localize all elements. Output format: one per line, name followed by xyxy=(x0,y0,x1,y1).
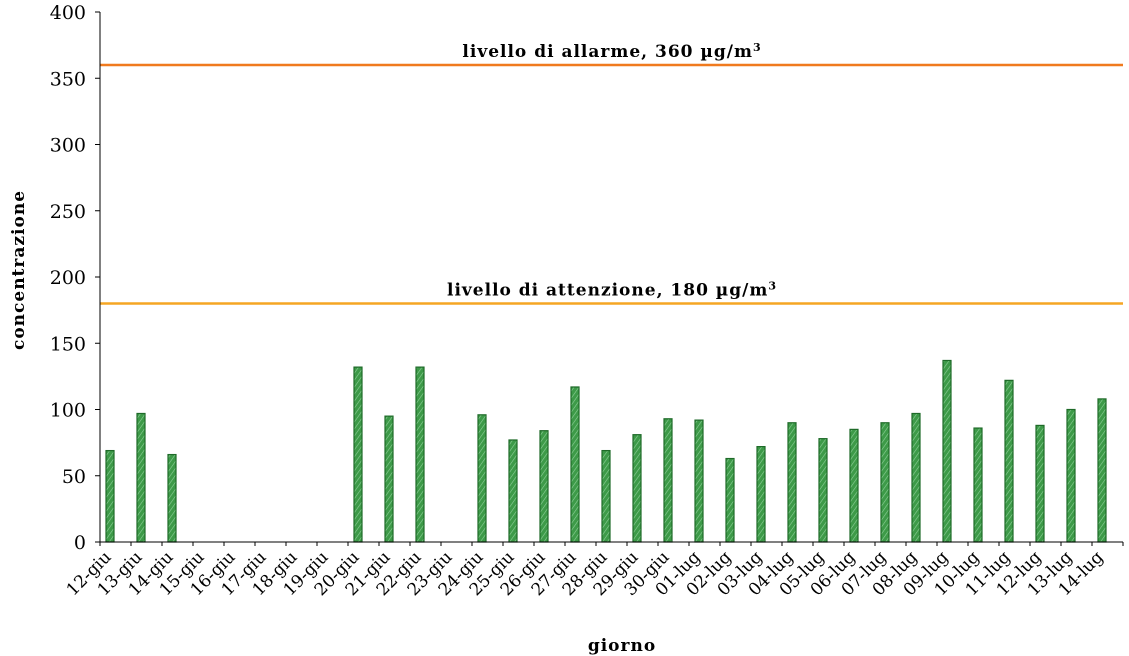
y-tick-label-50: 50 xyxy=(62,466,86,488)
bar-11-lug xyxy=(1004,379,1014,543)
bars xyxy=(105,359,1107,543)
bar-27-giu xyxy=(570,386,580,543)
bar-13-giu xyxy=(136,412,146,543)
bar-21-giu xyxy=(384,415,394,543)
bar-14-giu xyxy=(167,453,177,543)
axes xyxy=(95,11,1124,546)
bar-03-lug xyxy=(756,446,766,543)
bar-10-lug xyxy=(973,427,983,543)
y-axis-title: concentrazione xyxy=(9,190,29,350)
reference-line-label-1: livello di attenzione, 180 µg/m3 xyxy=(447,279,777,301)
bar-08-lug xyxy=(911,412,921,543)
bar-02-lug xyxy=(725,457,735,543)
bar-20-giu xyxy=(353,366,363,543)
bar-14-lug xyxy=(1097,398,1107,543)
bar-09-lug xyxy=(942,359,952,543)
y-tick-label-300: 300 xyxy=(50,135,86,157)
reference-line-label-0: livello di allarme, 360 µg/m3 xyxy=(462,41,761,63)
y-tick-label-150: 150 xyxy=(50,333,86,355)
bar-24-giu xyxy=(477,414,487,543)
y-tick-label-400: 400 xyxy=(50,2,86,24)
x-axis-title: giorno xyxy=(588,636,656,656)
bar-22-giu xyxy=(415,366,425,543)
y-tick-label-350: 350 xyxy=(50,68,86,90)
y-tick-label-0: 0 xyxy=(74,532,86,554)
bar-04-lug xyxy=(787,422,797,543)
bar-12-giu xyxy=(105,449,115,543)
y-tick-label-100: 100 xyxy=(50,400,86,422)
bar-25-giu xyxy=(508,439,518,543)
bar-06-lug xyxy=(849,428,859,543)
bar-01-lug xyxy=(694,419,704,543)
reference-lines: livello di allarme, 360 µg/m3 livello di … xyxy=(100,41,1123,305)
y-tick-label-250: 250 xyxy=(50,201,86,223)
bar-05-lug xyxy=(818,438,828,543)
bar-13-lug xyxy=(1066,408,1076,543)
bar-26-giu xyxy=(539,430,549,543)
y-tick-label-200: 200 xyxy=(50,267,86,289)
bar-28-giu xyxy=(601,449,611,543)
bar-29-giu xyxy=(632,434,642,543)
bar-30-giu xyxy=(663,418,673,543)
bar-07-lug xyxy=(880,422,890,543)
bar-12-lug xyxy=(1035,424,1045,543)
